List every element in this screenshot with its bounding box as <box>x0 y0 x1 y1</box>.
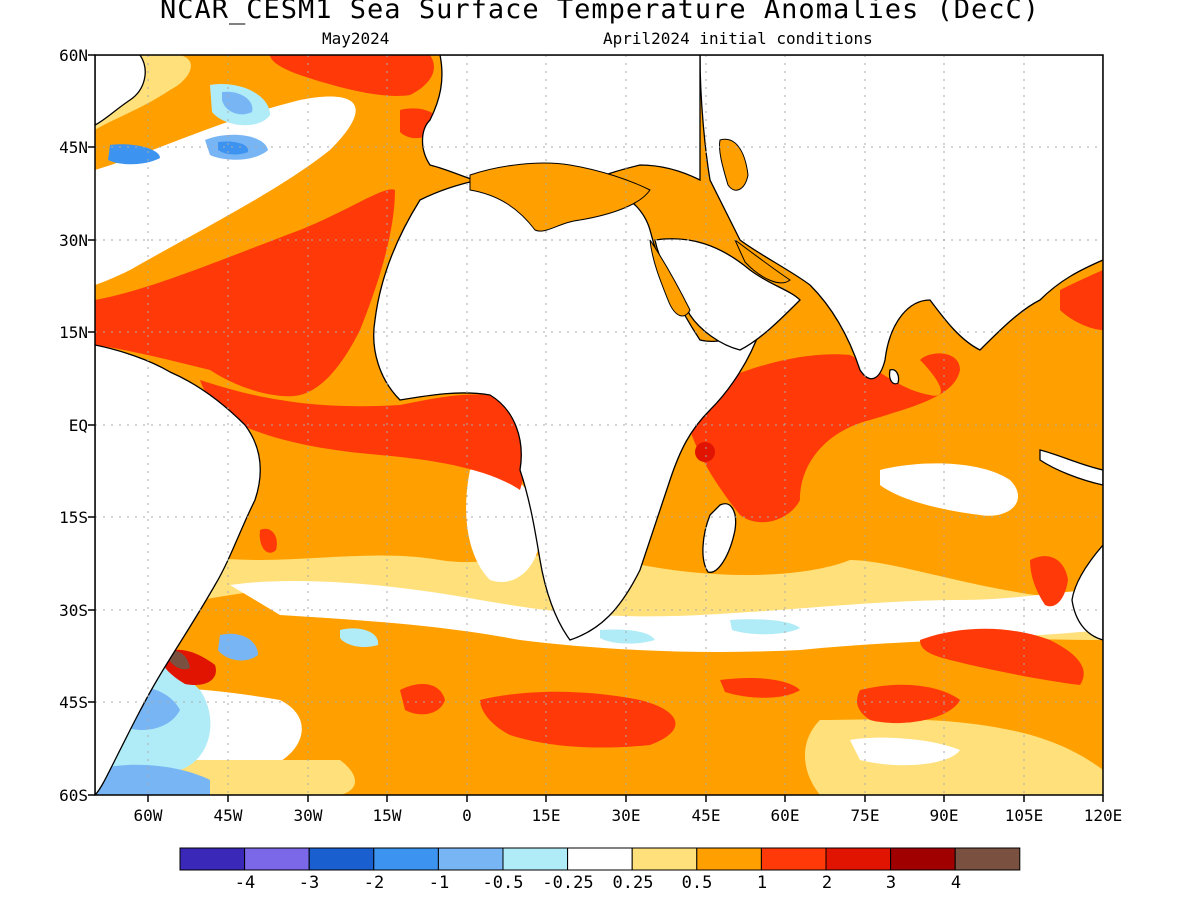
anomaly-neutral-south <box>230 580 1103 652</box>
lon-label: 30E <box>611 806 641 825</box>
anomaly-caspian-sea <box>719 138 749 191</box>
land-masses <box>95 55 1103 795</box>
colorbar-label: -0.25 <box>542 873 594 893</box>
colorbar-swatch <box>696 847 762 871</box>
lon-label: 30W <box>293 806 323 825</box>
colorbar-label: -4 <box>234 873 256 893</box>
colorbar-label: 2 <box>821 873 833 893</box>
lon-label: 15E <box>531 806 561 825</box>
australia <box>1071 544 1103 641</box>
lat-label: 45S <box>59 693 88 712</box>
colorbar-label: -3 <box>298 873 320 893</box>
anomaly-warm-western-australia <box>1030 556 1068 607</box>
anomaly-warm-brazil-coast <box>259 528 277 553</box>
anomaly-warm-western-indian <box>688 353 960 523</box>
lat-label: 15S <box>59 508 88 527</box>
anomaly-hot-spot-somalia <box>695 442 715 462</box>
lat-label: 60S <box>59 786 88 805</box>
colorbar-swatch <box>760 847 827 871</box>
eurasia <box>699 55 1103 380</box>
africa <box>373 173 762 641</box>
anomaly-warm-south-indian-2 <box>857 684 960 724</box>
colorbar-swatch <box>890 847 956 871</box>
anomaly-warm-north-atlantic <box>270 55 434 96</box>
colorbar-label: 0.25 <box>612 873 654 893</box>
anomaly-neutral-east-indian <box>880 463 1019 516</box>
colorbar-swatch <box>954 847 1021 871</box>
anomaly-cool-gulf-of-st-lawrence <box>108 144 160 165</box>
forecast-month-label: May2024 <box>322 29 390 48</box>
anomaly-red-sea <box>649 239 691 317</box>
anomaly-cool-south-africa <box>600 629 655 644</box>
anomaly-cool-agulhas <box>730 619 800 635</box>
anomaly-persian-gulf <box>734 239 791 284</box>
colorbar-swatch <box>373 847 439 871</box>
lat-label: 45N <box>59 138 88 157</box>
anomaly-neutral-benguela <box>466 467 541 582</box>
anomaly-cool-labrador-core <box>222 91 253 115</box>
initial-conditions-label: April2024 initial conditions <box>603 29 873 48</box>
anomaly-warm-south-atlantic-2 <box>480 691 676 748</box>
colorbar-label: -1 <box>428 873 450 893</box>
gridlines <box>95 55 1103 795</box>
anomaly-warm-south-indian-3 <box>920 628 1084 685</box>
colorbar-swatch <box>631 847 698 871</box>
anomaly-warm-equatorial-atlantic <box>200 380 527 490</box>
lat-label: 15N <box>59 323 88 342</box>
lon-label: 15W <box>372 806 402 825</box>
lon-label: 105E <box>1004 806 1044 825</box>
lat-label: EQ <box>68 416 88 435</box>
lon-label: 90E <box>929 806 959 825</box>
colorbar-swatch <box>567 847 633 871</box>
north-america <box>95 55 146 126</box>
anomaly-mediterranean <box>469 162 651 232</box>
colorbar-swatch <box>502 847 569 871</box>
colorbar-swatch <box>308 847 375 871</box>
colorbar-label: 4 <box>950 873 962 893</box>
lon-label: 45W <box>213 806 243 825</box>
map-title: NCAR_CESM1 Sea Surface Temperature Anoma… <box>159 0 1041 25</box>
lon-label: 60W <box>133 806 163 825</box>
anomaly-neutral-nw-atlantic <box>95 96 356 285</box>
colorbar-label: 3 <box>885 873 897 893</box>
anomaly-cool-far-southwest <box>95 764 210 795</box>
anomaly-cool-mid-atlantic <box>340 628 379 648</box>
lon-label: 0 <box>462 806 472 825</box>
colorbar-swatch <box>825 847 892 871</box>
south-america <box>95 344 261 795</box>
anomaly-extreme-argentina <box>168 650 190 670</box>
colorbar-label: 1 <box>756 873 768 893</box>
anomaly-warm-south-china-sea <box>1060 270 1103 330</box>
anomaly-warm-south-indian-1 <box>720 678 800 698</box>
lon-label: 60E <box>770 806 800 825</box>
colorbar <box>179 847 1021 871</box>
tick-marks <box>88 54 1104 802</box>
lon-label: 120E <box>1083 806 1123 825</box>
colorbar-swatch <box>244 847 310 871</box>
lat-label: 30N <box>59 231 88 250</box>
anomaly-field <box>95 55 1103 795</box>
colorbar-swatch <box>437 847 504 871</box>
anomaly-warm-tropical-north-atlantic <box>95 189 395 397</box>
anomaly-warm-south-atlantic-1 <box>400 684 445 715</box>
anomaly-cool-newfoundland-core <box>218 141 249 155</box>
sri-lanka <box>888 369 900 385</box>
lon-label: 45E <box>691 806 721 825</box>
indonesia <box>1039 449 1103 486</box>
lat-label: 60N <box>59 46 88 65</box>
lon-label: 75E <box>850 806 880 825</box>
anomaly-neutral-southern-indian <box>850 737 960 766</box>
colorbar-label: -0.5 <box>482 873 524 893</box>
colorbar-swatch <box>179 847 246 871</box>
madagascar <box>702 503 737 573</box>
colorbar-label: -2 <box>363 873 385 893</box>
colorbar-label: 0.5 <box>681 873 713 893</box>
lat-label: 30S <box>59 601 88 620</box>
